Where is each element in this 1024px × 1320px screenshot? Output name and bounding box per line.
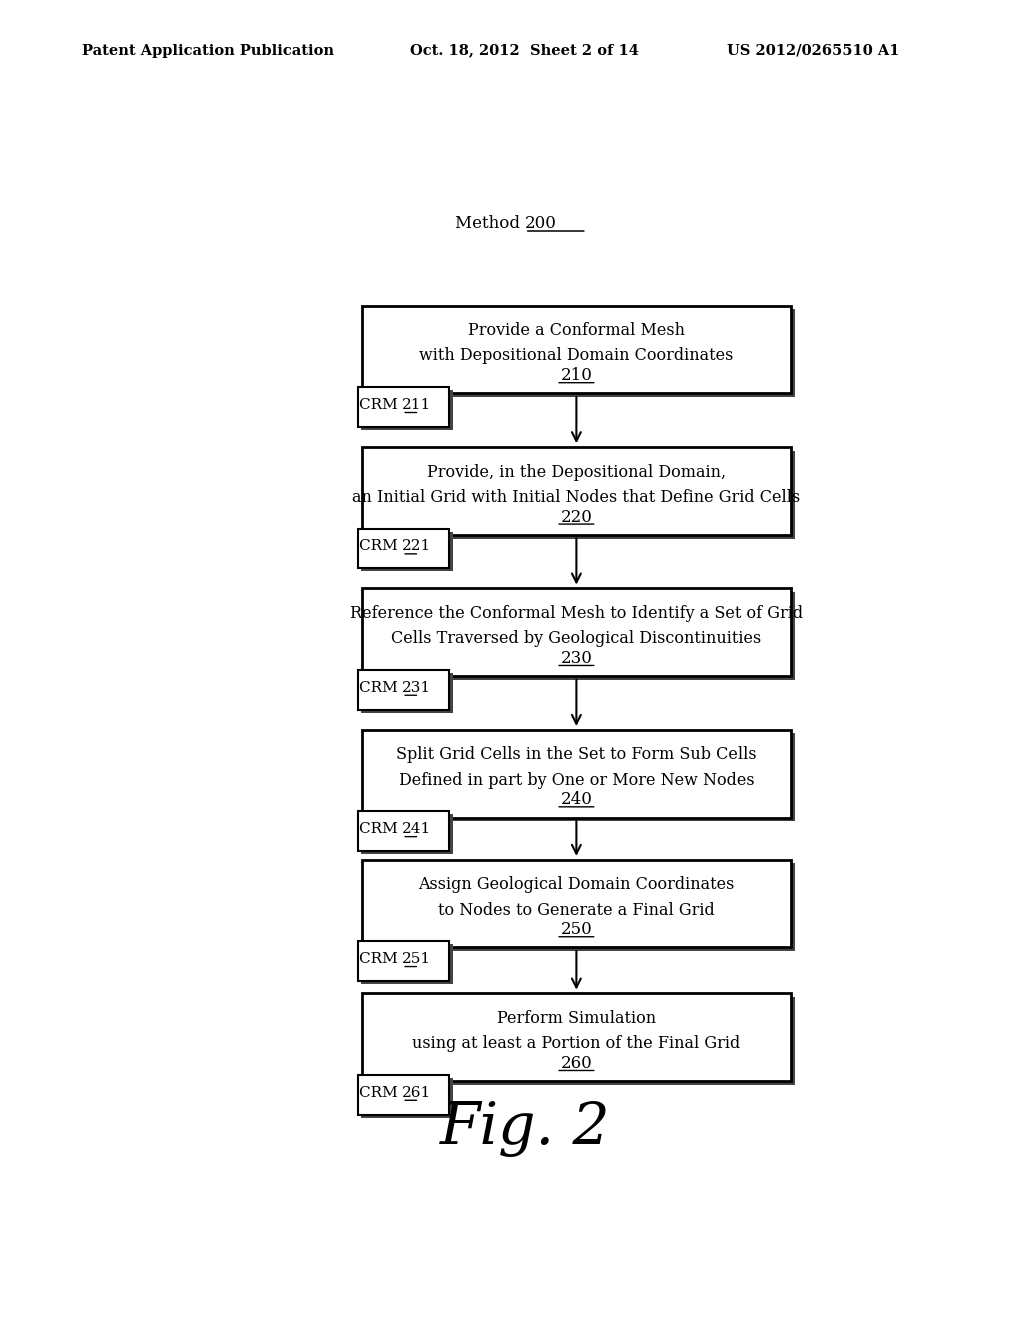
FancyBboxPatch shape [366, 450, 795, 539]
FancyBboxPatch shape [358, 812, 450, 851]
Text: US 2012/0265510 A1: US 2012/0265510 A1 [727, 44, 899, 58]
FancyBboxPatch shape [361, 814, 453, 854]
FancyBboxPatch shape [358, 941, 450, 981]
Text: 251: 251 [402, 952, 431, 966]
Text: 261: 261 [402, 1085, 431, 1100]
Text: 231: 231 [402, 681, 431, 694]
Text: Defined in part by One or More New Nodes: Defined in part by One or More New Nodes [398, 772, 755, 788]
Text: Patent Application Publication: Patent Application Publication [82, 44, 334, 58]
FancyBboxPatch shape [366, 593, 795, 680]
FancyBboxPatch shape [366, 997, 795, 1085]
Text: Provide a Conformal Mesh: Provide a Conformal Mesh [468, 322, 685, 339]
Text: 200: 200 [524, 215, 557, 232]
Text: 221: 221 [402, 540, 431, 553]
FancyBboxPatch shape [362, 730, 791, 817]
FancyBboxPatch shape [366, 309, 795, 397]
FancyBboxPatch shape [358, 671, 450, 710]
FancyBboxPatch shape [361, 1078, 453, 1118]
FancyBboxPatch shape [358, 387, 450, 428]
Text: Reference the Conformal Mesh to Identify a Set of Grid: Reference the Conformal Mesh to Identify… [350, 605, 803, 622]
Text: Oct. 18, 2012  Sheet 2 of 14: Oct. 18, 2012 Sheet 2 of 14 [410, 44, 639, 58]
FancyBboxPatch shape [361, 391, 453, 430]
FancyBboxPatch shape [358, 1074, 450, 1115]
Text: Assign Geological Domain Coordinates: Assign Geological Domain Coordinates [418, 876, 734, 894]
Text: to Nodes to Generate a Final Grid: to Nodes to Generate a Final Grid [438, 902, 715, 919]
Text: CRM: CRM [358, 952, 402, 966]
FancyBboxPatch shape [362, 305, 791, 393]
Text: CRM: CRM [358, 681, 402, 694]
FancyBboxPatch shape [361, 673, 453, 713]
Text: 210: 210 [560, 367, 592, 384]
Text: Split Grid Cells in the Set to Form Sub Cells: Split Grid Cells in the Set to Form Sub … [396, 746, 757, 763]
FancyBboxPatch shape [366, 863, 795, 952]
FancyBboxPatch shape [362, 993, 791, 1081]
Text: Fig. 2: Fig. 2 [439, 1101, 610, 1158]
Text: using at least a Portion of the Final Grid: using at least a Portion of the Final Gr… [413, 1035, 740, 1052]
FancyBboxPatch shape [366, 734, 795, 821]
Text: 241: 241 [402, 822, 431, 836]
Text: 220: 220 [560, 508, 592, 525]
FancyBboxPatch shape [362, 859, 791, 948]
Text: 230: 230 [560, 649, 592, 667]
FancyBboxPatch shape [362, 447, 791, 535]
FancyBboxPatch shape [361, 944, 453, 985]
Text: Perform Simulation: Perform Simulation [497, 1010, 656, 1027]
Text: Provide, in the Depositional Domain,: Provide, in the Depositional Domain, [427, 463, 726, 480]
Text: CRM: CRM [358, 1085, 402, 1100]
Text: 240: 240 [560, 792, 592, 808]
Text: 211: 211 [402, 397, 431, 412]
Text: CRM: CRM [358, 540, 402, 553]
Text: an Initial Grid with Initial Nodes that Define Grid Cells: an Initial Grid with Initial Nodes that … [352, 488, 801, 506]
FancyBboxPatch shape [361, 532, 453, 572]
Text: 260: 260 [560, 1055, 592, 1072]
Text: 250: 250 [560, 921, 592, 939]
Text: CRM: CRM [358, 822, 402, 836]
Text: Cells Traversed by Geological Discontinuities: Cells Traversed by Geological Discontinu… [391, 630, 762, 647]
FancyBboxPatch shape [358, 529, 450, 569]
Text: CRM: CRM [358, 397, 402, 412]
FancyBboxPatch shape [362, 589, 791, 676]
Text: with Depositional Domain Coordinates: with Depositional Domain Coordinates [419, 347, 733, 364]
Text: Method: Method [455, 215, 524, 232]
